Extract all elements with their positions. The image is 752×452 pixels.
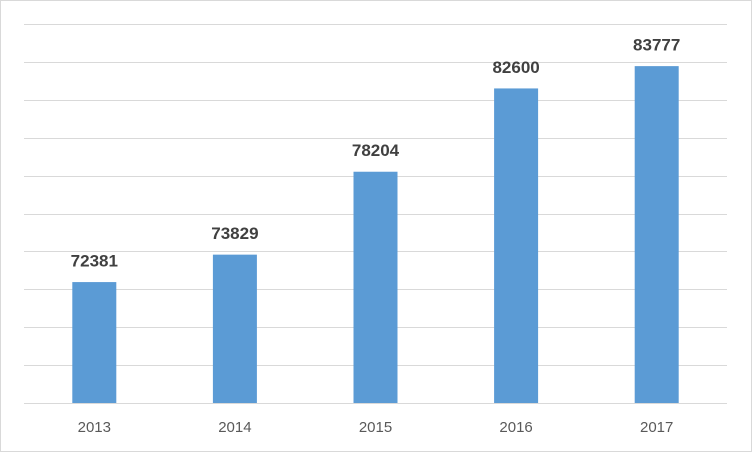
value-label: 82600 bbox=[492, 58, 539, 77]
x-tick-label: 2014 bbox=[218, 419, 251, 436]
value-label: 83777 bbox=[633, 36, 680, 55]
x-tick-label: 2016 bbox=[499, 419, 532, 436]
bar bbox=[634, 66, 679, 403]
value-label: 73829 bbox=[211, 224, 258, 243]
bar bbox=[353, 171, 398, 403]
bar bbox=[494, 88, 539, 404]
bar bbox=[72, 282, 117, 403]
x-tick-label: 2015 bbox=[359, 419, 392, 436]
value-label: 78204 bbox=[352, 141, 400, 160]
bar bbox=[212, 254, 257, 403]
value-label: 72381 bbox=[71, 252, 118, 271]
x-tick-label: 2013 bbox=[78, 419, 111, 436]
x-tick-label: 2017 bbox=[640, 419, 673, 436]
